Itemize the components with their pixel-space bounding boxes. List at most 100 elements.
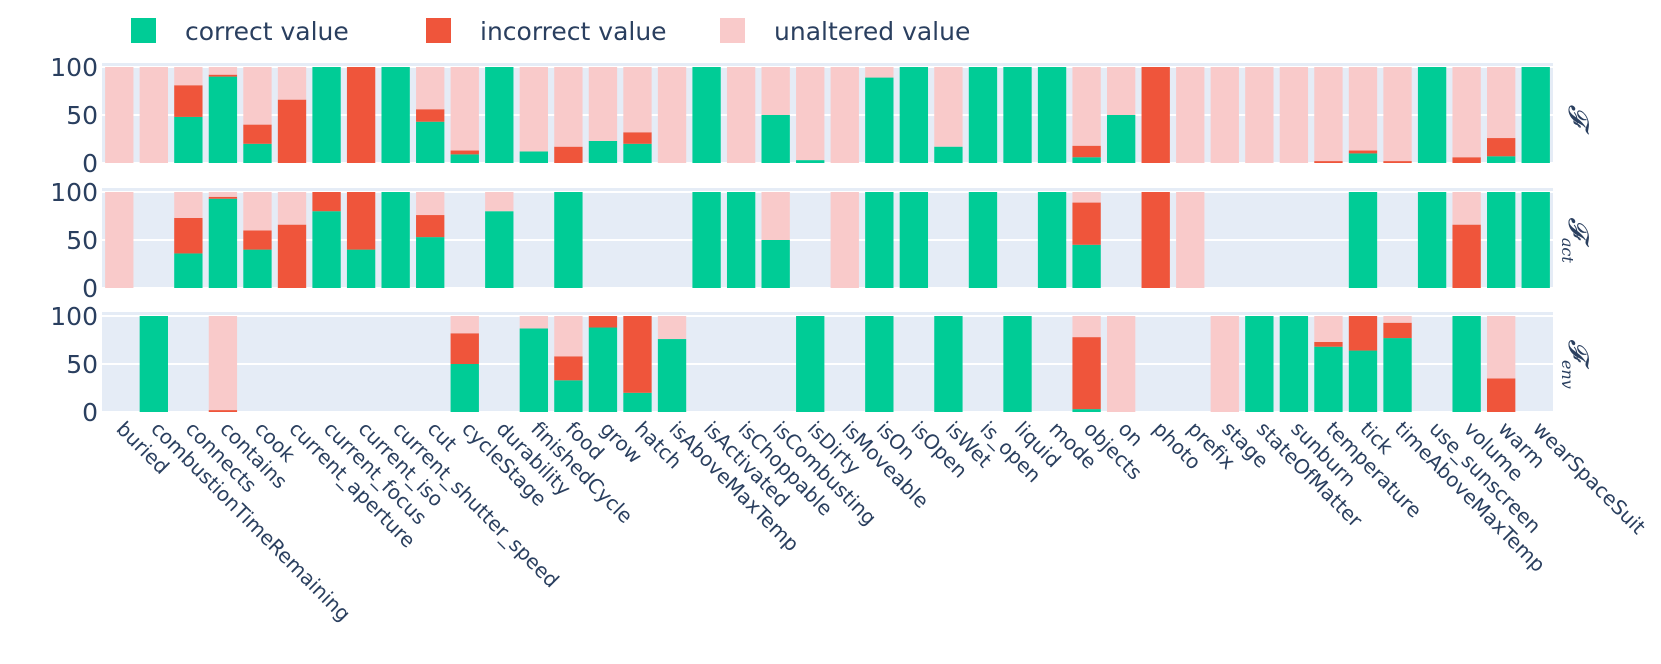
bar-correct-wearSpaceSuit <box>1521 67 1550 163</box>
bar-unaltered-food <box>554 316 583 357</box>
bar-unaltered-buried <box>105 67 134 163</box>
bar-unaltered-isCombusting <box>761 192 790 240</box>
y-tick-label: 0 <box>82 398 98 427</box>
bar-unaltered-timeAboveMaxTemp <box>1383 316 1412 323</box>
bar-correct-use_sunscreen <box>1417 192 1447 288</box>
bar-unaltered-temperature <box>1314 316 1343 342</box>
bar-correct-isChoppable <box>726 192 756 288</box>
y-tick-label: 50 <box>66 226 98 255</box>
bar-correct-durability <box>485 67 514 163</box>
bar-correct-isCombusting <box>761 240 790 288</box>
bar-correct-isCombusting <box>761 115 790 163</box>
panel-title-F_env: 𝓕env <box>1558 339 1595 388</box>
bar-unaltered-combustionTimeRemaining <box>139 67 168 163</box>
legend-swatch-incorrect <box>426 18 451 43</box>
bar-unaltered-hatch <box>623 67 652 133</box>
bar-correct-contains <box>208 198 238 288</box>
bar-unaltered-food <box>554 67 583 147</box>
bar-correct-isActivated <box>692 192 721 288</box>
panel-F: 0 50 100 𝓕 <box>50 53 1595 178</box>
bar-incorrect-objects <box>1072 145 1101 158</box>
bar-unaltered-connects <box>174 67 203 86</box>
bar-unaltered-volume <box>1452 67 1481 158</box>
bar-incorrect-tick <box>1348 150 1378 154</box>
legend-label-correct: correct value <box>185 17 349 46</box>
bar-correct-isWet <box>934 146 963 163</box>
bar-incorrect-food <box>554 356 583 381</box>
bar-incorrect-connects <box>174 217 203 254</box>
bar-correct-tick <box>1348 153 1378 163</box>
bar-correct-warm <box>1487 156 1516 163</box>
bar-correct-objects <box>1072 409 1101 412</box>
bar-incorrect-temperature <box>1314 341 1343 347</box>
panel-F_env: 0 50 100 𝓕env <box>50 302 1595 427</box>
y-tick-label: 100 <box>50 53 98 82</box>
bar-correct-isDirty <box>796 160 825 163</box>
bar-unaltered-isMoveable <box>830 192 859 288</box>
bar-incorrect-hatch <box>623 132 652 144</box>
bar-correct-isOn <box>865 192 894 288</box>
bar-incorrect-timeAboveMaxTemp <box>1383 322 1412 339</box>
x-tick-label: wearSpaceSuit <box>1528 417 1650 539</box>
bar-unaltered-contains <box>208 67 238 75</box>
bar-incorrect-current_aperture <box>277 99 307 163</box>
bar-correct-combustionTimeRemaining <box>139 316 168 412</box>
bar-unaltered-current_aperture <box>277 192 307 225</box>
bar-unaltered-contains <box>208 316 238 411</box>
bar-correct-wearSpaceSuit <box>1521 192 1550 288</box>
chart-panels: 0 50 100 𝓕 0 50 100 𝓕act 0 50 100 𝓕env <box>50 53 1595 427</box>
bar-correct-temperature <box>1314 346 1343 412</box>
bar-correct-isOn <box>865 77 894 163</box>
bar-unaltered-isChoppable <box>726 67 756 163</box>
bar-correct-isDirty <box>796 316 825 412</box>
bar-correct-grow <box>588 327 618 412</box>
bar-correct-isOpen <box>899 67 929 163</box>
bar-unaltered-finishedCycle <box>519 67 549 152</box>
bar-incorrect-current_iso <box>346 67 376 163</box>
bar-unaltered-volume <box>1452 192 1481 225</box>
y-tick-label: 100 <box>50 302 98 331</box>
bar-correct-cut <box>416 121 445 163</box>
bar-incorrect-warm <box>1487 378 1516 412</box>
bar-correct-timeAboveMaxTemp <box>1383 338 1412 412</box>
bar-unaltered-cut <box>416 67 445 110</box>
bar-incorrect-cut <box>416 109 445 122</box>
bar-unaltered-on <box>1106 316 1136 412</box>
bar-incorrect-photo <box>1141 192 1170 288</box>
bar-unaltered-objects <box>1072 192 1101 203</box>
bar-incorrect-cook <box>243 230 272 250</box>
bar-unaltered-sunburn <box>1279 67 1309 163</box>
bar-correct-finishedCycle <box>519 328 549 412</box>
bar-incorrect-volume <box>1452 157 1481 163</box>
y-tick-label: 0 <box>82 274 98 303</box>
bar-unaltered-grow <box>588 67 618 141</box>
bar-correct-volume <box>1452 316 1481 412</box>
bar-incorrect-contains <box>208 74 238 77</box>
bar-correct-hatch <box>623 143 652 163</box>
bar-correct-current_shutter_speed <box>381 192 410 288</box>
bar-unaltered-temperature <box>1314 67 1343 162</box>
bar-correct-liquid <box>1003 316 1032 412</box>
x-axis-labels: buriedcombustionTimeRemainingconnectscon… <box>112 417 1651 626</box>
bar-correct-use_sunscreen <box>1417 67 1447 163</box>
bar-correct-objects <box>1072 157 1101 163</box>
bar-correct-food <box>554 192 583 288</box>
panel-background <box>102 312 1553 412</box>
bar-unaltered-cook <box>243 67 272 125</box>
bar-unaltered-on <box>1106 67 1136 115</box>
bar-unaltered-contains <box>208 192 238 197</box>
bar-incorrect-warm <box>1487 138 1516 157</box>
bar-incorrect-hatch <box>623 316 652 393</box>
bar-correct-isWet <box>934 316 963 412</box>
bar-incorrect-photo <box>1141 67 1170 163</box>
bar-unaltered-stage <box>1210 316 1239 412</box>
bar-incorrect-timeAboveMaxTemp <box>1383 161 1412 163</box>
y-tick-label: 50 <box>66 101 98 130</box>
bar-correct-on <box>1106 115 1136 163</box>
bar-correct-cycleStage <box>450 154 479 163</box>
bar-correct-cook <box>243 143 272 163</box>
panel-title-F: 𝓕 <box>1562 105 1595 135</box>
bar-correct-current_shutter_speed <box>381 67 410 163</box>
bar-unaltered-cycleStage <box>450 316 479 334</box>
bar-incorrect-food <box>554 146 583 163</box>
